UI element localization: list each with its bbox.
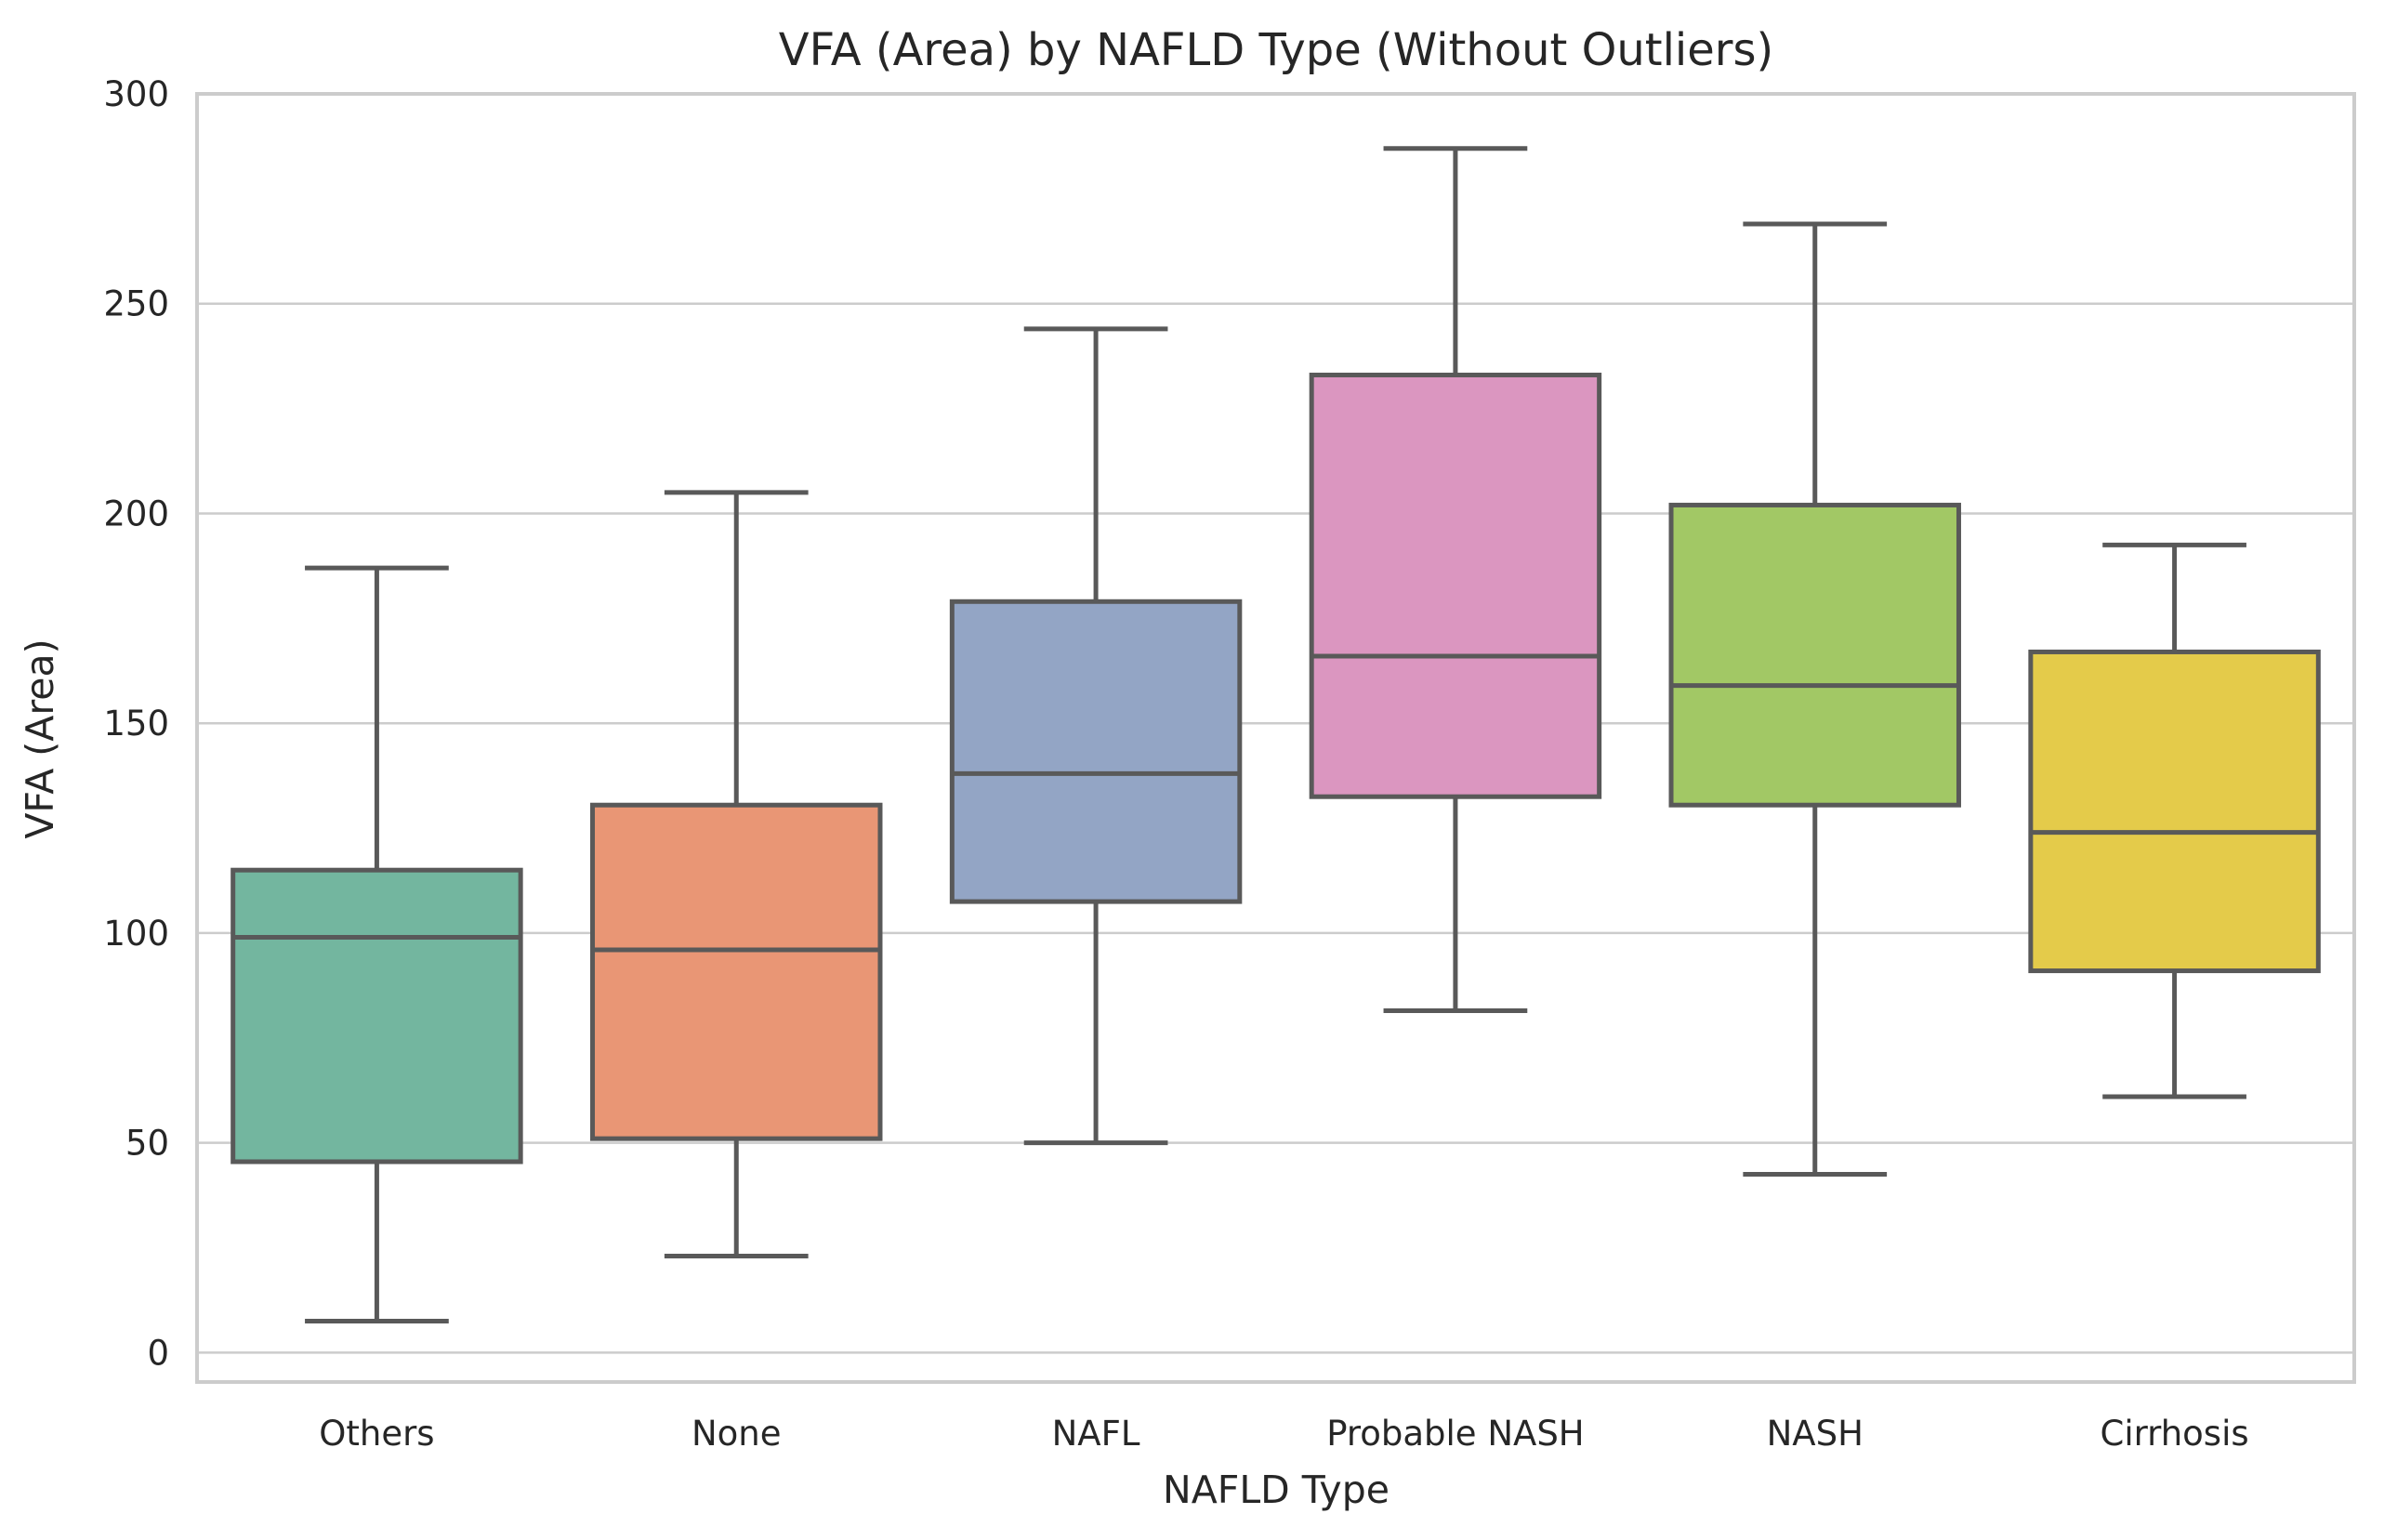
- x-tick-label: None: [691, 1414, 782, 1454]
- y-tick-label: 100: [103, 914, 169, 954]
- box-cirrhosis: [2028, 542, 2321, 1099]
- box-none: [590, 490, 883, 1259]
- y-tick-label: 250: [103, 284, 169, 324]
- x-tick-label: Probable NASH: [1326, 1414, 1584, 1454]
- iqr-box: [2028, 649, 2321, 974]
- y-tick-label: 200: [103, 494, 169, 533]
- iqr-box: [230, 867, 523, 1165]
- y-tick-labels: 0 50 100 150 200 250 300: [103, 74, 169, 1373]
- iqr-box: [590, 802, 883, 1141]
- iqr-box: [1309, 372, 1602, 799]
- y-tick-label: 0: [147, 1333, 169, 1373]
- iqr-box: [1668, 502, 1961, 808]
- plot-frame: [195, 92, 2356, 1384]
- x-axis-label: NAFLD Type: [1163, 1468, 1390, 1512]
- x-tick-labels: Others None NAFL Probable NASH NASH Cirrhosis: [319, 1414, 2248, 1454]
- y-tick-label: 150: [103, 704, 169, 744]
- x-tick-label: NASH: [1767, 1414, 1864, 1454]
- box-nash: [1668, 221, 1961, 1178]
- iqr-box: [949, 599, 1243, 904]
- box-plots: [230, 146, 2321, 1324]
- x-tick-label: Others: [319, 1414, 434, 1454]
- y-tick-label: 50: [125, 1124, 169, 1164]
- box-probable-nash: [1309, 146, 1602, 1013]
- box-others: [230, 565, 523, 1324]
- x-tick-label: NAFL: [1052, 1414, 1140, 1454]
- y-tick-label: 300: [103, 74, 169, 114]
- y-axis-label: VFA (Area): [18, 638, 62, 838]
- box-nafl: [949, 326, 1243, 1146]
- x-tick-label: Cirrhosis: [2100, 1414, 2248, 1454]
- chart-title: VFA (Area) by NAFLD Type (Without Outlie…: [779, 24, 1774, 76]
